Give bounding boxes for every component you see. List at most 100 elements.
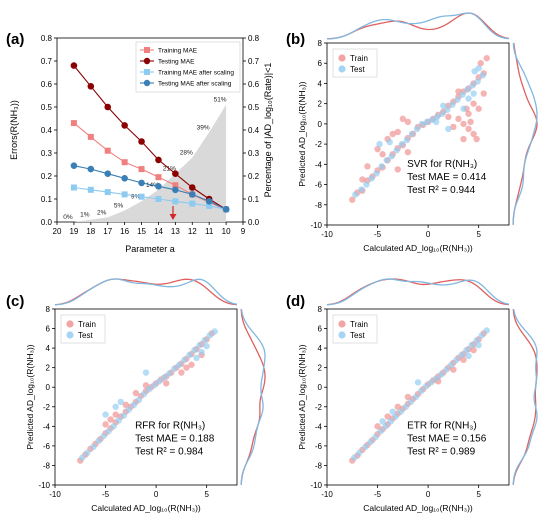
scatter-point-test	[140, 390, 148, 398]
scatter-point-train	[122, 401, 129, 409]
scatter-point-test	[469, 82, 476, 89]
scatter-point-test	[473, 337, 480, 344]
y2-tick-label: 0.1	[248, 195, 260, 204]
scatter-point-train	[132, 389, 140, 397]
legend-label: Test	[350, 65, 365, 74]
scatter-point-test	[201, 337, 208, 344]
percentage-area-fill	[73, 104, 227, 222]
scatter-point-test	[475, 341, 482, 349]
scatter-point-train	[470, 346, 477, 354]
x-tick-label: 0	[426, 490, 431, 499]
scatter-point-test	[448, 361, 455, 368]
scatter-point-test	[135, 396, 143, 404]
scatter-point-train	[359, 176, 366, 183]
scatter-point-test	[161, 374, 168, 381]
model-annotation: SVR for R(NH₃)	[407, 159, 477, 170]
series-marker	[87, 83, 95, 90]
percentage-label: 2%	[97, 209, 107, 216]
series-marker	[121, 175, 128, 182]
scatter-point-test	[398, 140, 406, 148]
series-line	[73, 165, 227, 210]
y-tick-label: -2	[315, 403, 323, 412]
right-density-curve	[512, 42, 538, 226]
x-tick-label: 12	[188, 227, 197, 236]
scatter-point-test	[102, 411, 109, 418]
y-tick-label: -10	[310, 481, 322, 490]
scatter-point-test	[373, 170, 380, 177]
scatter-point-test	[454, 96, 461, 103]
series-marker	[138, 138, 145, 145]
scatter-point-test	[397, 408, 405, 415]
series-marker	[121, 159, 128, 166]
panel-b-scatter: -10 -5 0 5 8 6 4 2 0 -2 -4 -6 -8 -10 Calculated AD_log…	[297, 12, 538, 253]
panel-c-label: (c)	[6, 293, 24, 310]
scatter-point-test	[445, 125, 452, 133]
scatter-point-train	[404, 393, 412, 401]
x-tick-label: 5	[476, 230, 481, 239]
series-marker	[70, 162, 78, 169]
scatter-point-train	[475, 105, 482, 112]
scatter-point-train	[394, 403, 401, 410]
y-tick-label: 6	[318, 59, 323, 68]
model-annotation: Test R² = 0.944	[407, 185, 476, 196]
scatter-point-test	[392, 413, 399, 420]
legend-label: Testing MAE	[158, 59, 195, 66]
scatter-point-test	[95, 437, 102, 445]
right-density-curve	[512, 42, 538, 226]
y2-tick-label: 0.8	[248, 34, 260, 43]
scatter-point-test	[483, 327, 490, 334]
y2-tick-label: 0.7	[248, 57, 260, 66]
y-tick-label: 0	[318, 383, 323, 392]
series-marker	[188, 184, 196, 191]
y-tick-label: 0.3	[41, 149, 53, 158]
scatter-point-test	[402, 403, 410, 410]
series-marker	[104, 170, 112, 177]
x-tick-label: 5	[204, 490, 209, 499]
right-density-curve	[512, 308, 538, 486]
series-marker	[104, 189, 111, 196]
y-tick-label: 0.7	[41, 57, 53, 66]
scatter-point-test	[403, 136, 411, 144]
scatter-point-train	[349, 196, 356, 203]
scatter-point-test	[387, 418, 394, 425]
series-marker	[70, 184, 77, 191]
series-marker	[138, 179, 145, 187]
scatter-point-test	[439, 110, 446, 117]
legend-box	[332, 314, 378, 344]
series-marker	[206, 202, 213, 209]
x-axis-label: Calculated AD_log₁₀(R(NH₃))	[91, 503, 201, 513]
scatter-point-test	[479, 72, 486, 79]
scatter-point-test	[465, 95, 472, 102]
y-tick-label: -10	[310, 221, 322, 230]
series-marker	[104, 103, 112, 111]
series-line	[73, 186, 227, 210]
scatter-point-train	[470, 100, 477, 107]
scatter-point-train	[483, 54, 490, 62]
scatter-point-test	[464, 86, 471, 93]
scatter-point-train	[399, 115, 407, 123]
scatter-point-test	[383, 157, 390, 164]
scatter-point-train	[379, 151, 386, 158]
scatter-point-test	[377, 428, 384, 435]
series-marker	[121, 122, 128, 129]
scatter-point-test	[382, 423, 389, 430]
scatter-point-test	[363, 181, 370, 188]
scatter-point-train	[450, 366, 457, 373]
scatter-point-test	[193, 354, 200, 362]
y-tick-label: 0.2	[41, 172, 53, 181]
scatter-point-test	[150, 382, 158, 389]
series-marker	[121, 191, 128, 198]
series-marker	[87, 186, 94, 193]
scatter-point-train	[384, 413, 391, 420]
panel-a-line-chart: 0% 1% 2%5%9%14%21%28%39%51% 20 19 18 17 16 15 14…	[9, 34, 273, 254]
scatter-point-test	[433, 118, 440, 126]
x-tick-label: 18	[86, 227, 95, 236]
scatter-point-test	[84, 449, 91, 456]
y-axis-label: Predicted AD_log₁₀(R(NH₃))	[25, 344, 35, 449]
legend-box	[60, 314, 106, 344]
legend-marker	[66, 331, 74, 339]
scatter-point-train	[364, 163, 371, 170]
scatter-point-test	[414, 379, 422, 386]
scatter-point-test	[423, 118, 431, 126]
y-tick-label: -10	[38, 481, 50, 490]
